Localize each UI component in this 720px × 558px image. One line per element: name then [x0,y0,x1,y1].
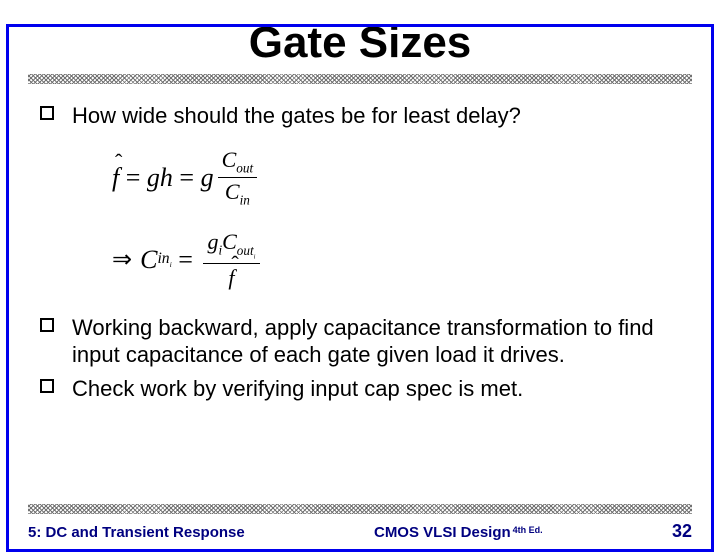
footer-center-main: CMOS VLSI Design [374,524,511,541]
eq1-lhs: f [112,163,119,192]
footer-left: 5: DC and Transient Response [28,524,245,541]
footer-center: CMOS VLSI Design4th Ed. [245,524,672,541]
slide-border [6,24,714,552]
slide-footer: 5: DC and Transient Response CMOS VLSI D… [28,521,692,542]
footer-center-edition: 4th Ed. [513,525,543,535]
footer-page-number: 32 [672,521,692,542]
title-underline-pattern [28,74,692,84]
eq2-den-f: f [228,265,234,290]
footer-top-pattern [28,504,692,514]
